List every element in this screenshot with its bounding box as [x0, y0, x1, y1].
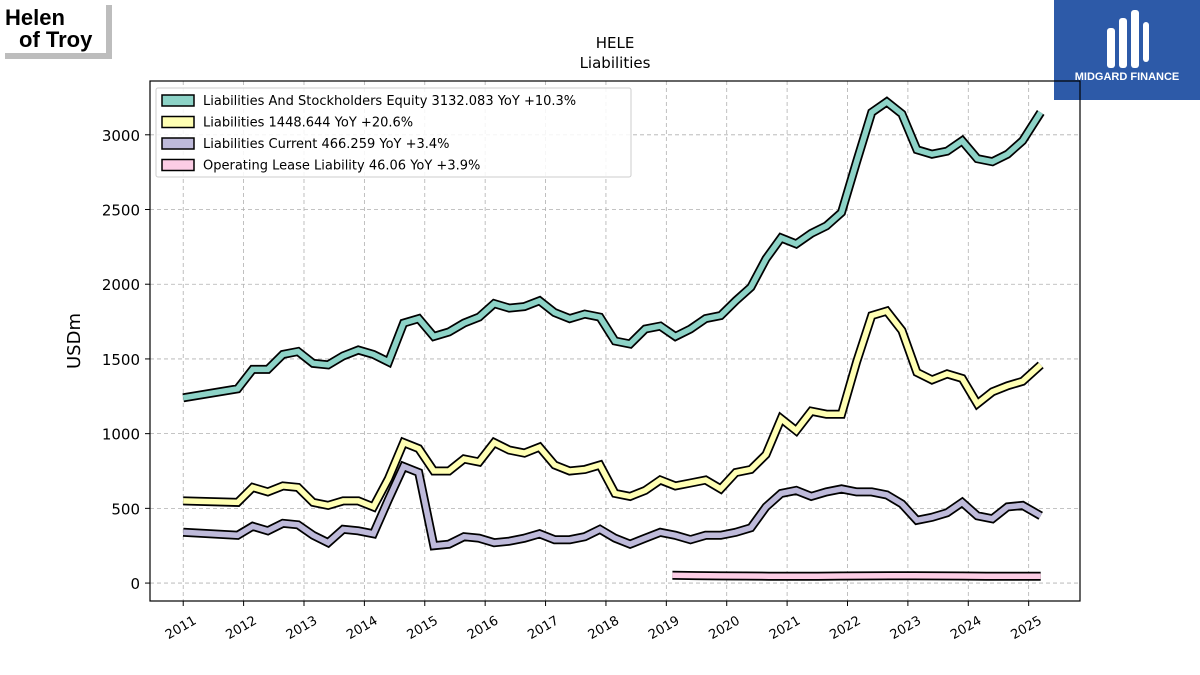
chart-subtitle: Liabilities: [580, 54, 651, 72]
legend-swatch: [161, 137, 195, 150]
series-1: [183, 305, 1044, 513]
legend-label: Liabilities 1448.644 YoY +20.6%: [203, 116, 413, 131]
y-tick-label: 1000: [102, 426, 140, 444]
legend-label: Operating Lease Liability 46.06 YoY +3.9…: [203, 159, 480, 174]
x-tick-label: 2012: [223, 613, 259, 643]
helen-of-troy-logo: Helen of Troy: [5, 5, 115, 59]
y-tick-label: 500: [111, 500, 140, 518]
x-tick-label: 2022: [827, 613, 863, 643]
x-tick-label: 2011: [163, 613, 199, 643]
y-tick-label: 0: [130, 575, 140, 593]
legend-label: Liabilities Current 466.259 YoY +3.4%: [203, 137, 450, 152]
legend-swatch: [161, 115, 195, 129]
x-tick-label: 2015: [405, 613, 441, 643]
x-tick-label: 2018: [586, 613, 622, 643]
series-2: [182, 460, 1043, 551]
y-tick-label: 1500: [102, 351, 140, 369]
x-tick-label: 2019: [646, 613, 682, 643]
logo-frame-bottom: [5, 53, 112, 59]
series-line: [672, 572, 1041, 580]
series-0: [182, 96, 1045, 403]
logo-line-1: Helen: [5, 5, 65, 30]
y-tick-label: 3000: [102, 127, 140, 145]
midgard-finance-logo: MIDGARD FINANCE: [1054, 0, 1200, 100]
x-tick-label: 2021: [767, 613, 803, 643]
series-line: [183, 307, 1043, 511]
x-tick-label: 2014: [344, 613, 380, 643]
logo-line-2: of Troy: [19, 27, 93, 52]
x-tick-label: 2020: [707, 613, 743, 643]
legend-label: Liabilities And Stockholders Equity 3132…: [203, 94, 576, 109]
x-tick-label: 2016: [465, 613, 501, 643]
series-line: [183, 462, 1043, 549]
series-line: [182, 98, 1044, 401]
series-3: [672, 570, 1041, 581]
chart-title: HELE: [596, 34, 635, 52]
plot-frame: [149, 80, 1081, 602]
series-layer: [182, 96, 1045, 581]
y-tick-label: 2500: [102, 202, 140, 220]
x-tick-label: 2017: [525, 613, 561, 643]
legend: Liabilities And Stockholders Equity 3132…: [155, 87, 632, 178]
x-axis: 2011 2012 2013 2014 2015 2016 2017 2018 2019 2020…: [163, 601, 1045, 643]
logo-text: MIDGARD FINANCE: [1075, 71, 1180, 83]
logo-frame-right: [106, 5, 112, 59]
y-tick-label: 2000: [102, 276, 140, 294]
x-tick-label: 2025: [1009, 613, 1045, 643]
x-tick-label: 2024: [948, 613, 984, 643]
legend-swatch: [161, 94, 195, 107]
midgard-emblem-icon: [1107, 10, 1149, 68]
x-tick-label: 2013: [284, 613, 320, 643]
x-tick-label: 2023: [888, 613, 924, 643]
legend-box: [155, 87, 632, 178]
legend-swatch: [161, 158, 195, 172]
y-axis: 0 500 1000 1500 2000 2500 3000: [102, 127, 150, 593]
y-axis-label: USDm: [64, 313, 85, 369]
